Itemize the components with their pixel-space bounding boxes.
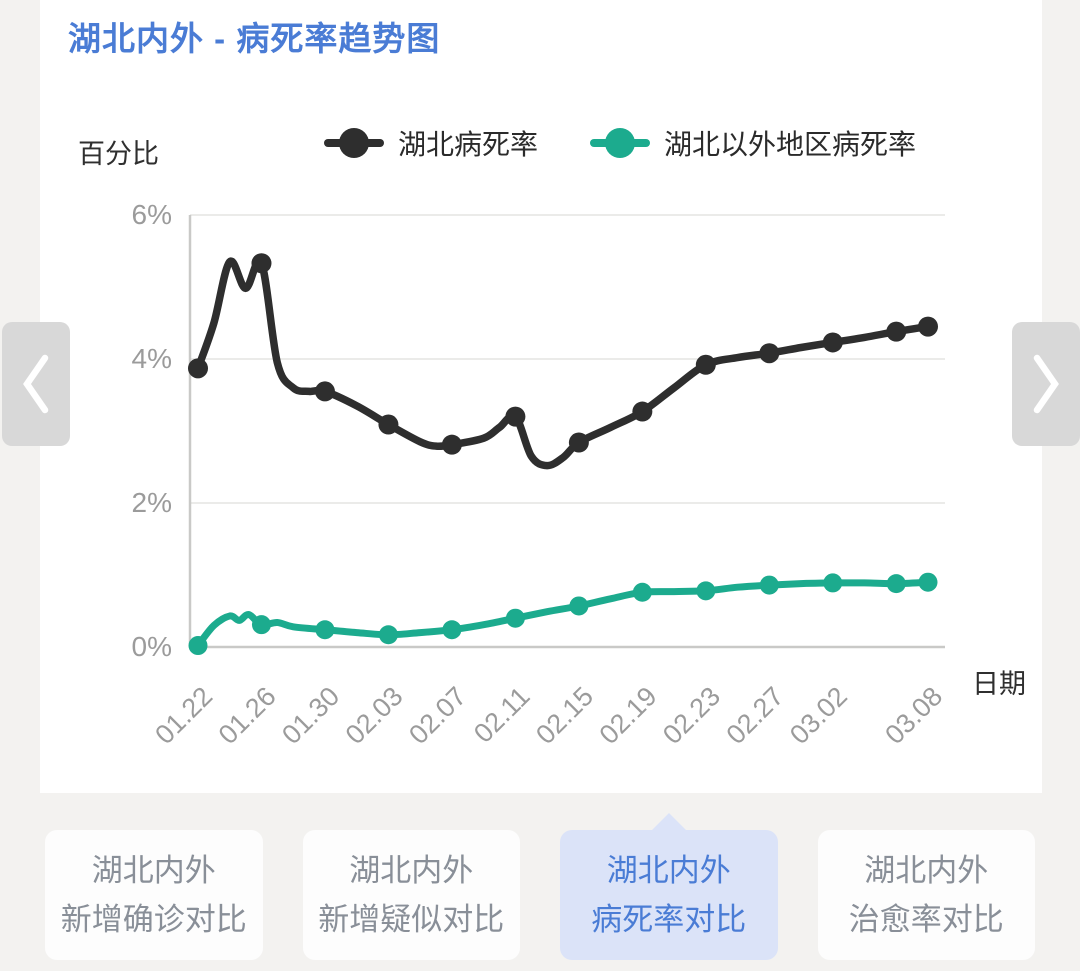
x-tick-label: 03.08 bbox=[879, 681, 948, 750]
data-point[interactable] bbox=[442, 620, 462, 640]
data-point[interactable] bbox=[251, 253, 272, 274]
tab-label-line2: 治愈率对比 bbox=[848, 902, 1004, 937]
x-tick-label: 02.11 bbox=[468, 681, 536, 749]
data-point[interactable] bbox=[314, 381, 335, 402]
tab-label-line1: 湖北内外 bbox=[864, 853, 989, 888]
data-point[interactable] bbox=[378, 625, 398, 645]
chevron-left-icon bbox=[23, 354, 49, 414]
tab-label-line1: 湖北内外 bbox=[606, 853, 731, 888]
x-axis-title: 日期 bbox=[972, 669, 1026, 699]
data-point[interactable] bbox=[505, 608, 525, 628]
data-point[interactable] bbox=[251, 615, 271, 635]
selected-tab-notch-icon bbox=[650, 813, 687, 831]
tab-label-line2: 病死率对比 bbox=[591, 902, 747, 937]
data-point[interactable] bbox=[696, 581, 716, 601]
chart-card bbox=[40, 0, 1042, 793]
data-point[interactable] bbox=[759, 343, 780, 364]
chart-tab-bar: 湖北内外 新增确诊对比 湖北内外 新增疑似对比 湖北内外 病死率对比 湖北内外 治愈率对比 bbox=[45, 813, 1035, 960]
data-point[interactable] bbox=[505, 406, 526, 427]
chevron-right-icon bbox=[1033, 354, 1059, 414]
x-tick-label: 01.22 bbox=[149, 681, 218, 750]
x-tick-label: 02.07 bbox=[403, 681, 472, 750]
tab-label-line1: 湖北内外 bbox=[91, 853, 216, 888]
data-point[interactable] bbox=[822, 332, 843, 353]
legend-item-1[interactable]: 湖北以外地区病死率 bbox=[590, 123, 916, 163]
data-point[interactable] bbox=[188, 636, 208, 656]
data-point[interactable] bbox=[918, 572, 938, 592]
y-tick-label: 4% bbox=[132, 343, 172, 374]
y-tick-label: 2% bbox=[132, 487, 172, 518]
data-point[interactable] bbox=[918, 316, 938, 337]
chart-legend: 湖北病死率 湖北以外地区病死率 bbox=[240, 120, 1000, 166]
x-tick-label: 01.26 bbox=[213, 681, 282, 750]
data-point[interactable] bbox=[695, 354, 716, 375]
x-tick-label: 02.03 bbox=[340, 681, 409, 750]
legend-label: 湖北以外地区病死率 bbox=[664, 129, 917, 160]
legend-label: 湖北病死率 bbox=[397, 129, 538, 160]
x-tick-label: 03.02 bbox=[784, 681, 853, 750]
x-tick-label: 02.19 bbox=[594, 681, 663, 750]
y-tick-label: 6% bbox=[132, 199, 172, 230]
x-tick-label: 01.30 bbox=[276, 681, 345, 750]
data-point[interactable] bbox=[188, 358, 208, 379]
data-point[interactable] bbox=[759, 575, 779, 595]
x-tick-label: 02.23 bbox=[657, 681, 726, 750]
tab-label-line2: 新增疑似对比 bbox=[318, 902, 505, 937]
x-tick-label: 02.27 bbox=[721, 681, 790, 750]
data-point[interactable] bbox=[823, 573, 843, 593]
data-point[interactable] bbox=[378, 414, 399, 435]
x-tick-label: 02.15 bbox=[530, 681, 599, 750]
data-point[interactable] bbox=[441, 434, 462, 455]
data-point[interactable] bbox=[886, 321, 907, 342]
page-title: 湖北内外 - 病死率趋势图 bbox=[68, 20, 441, 57]
carousel-prev-button[interactable] bbox=[2, 322, 70, 446]
data-point[interactable] bbox=[569, 596, 589, 616]
data-point[interactable] bbox=[886, 574, 906, 594]
data-point[interactable] bbox=[315, 620, 335, 640]
tab-病死率对比[interactable]: 湖北内外 病死率对比 bbox=[560, 813, 778, 960]
tab-新增确诊对比[interactable]: 湖北内外新增确诊对比 bbox=[45, 830, 263, 960]
carousel-next-button[interactable] bbox=[1012, 322, 1080, 446]
tab-label-line2: 新增确诊对比 bbox=[60, 902, 247, 937]
data-point[interactable] bbox=[568, 432, 589, 453]
tab-治愈率对比[interactable]: 湖北内外 治愈率对比 bbox=[817, 830, 1035, 960]
series-line-0 bbox=[194, 257, 932, 470]
legend-line-dot-icon bbox=[590, 128, 650, 158]
data-point[interactable] bbox=[632, 582, 652, 602]
series-line-1 bbox=[194, 578, 932, 650]
y-axis-title: 百分比 bbox=[78, 139, 159, 169]
data-point[interactable] bbox=[632, 401, 653, 422]
tab-label-line1: 湖北内外 bbox=[349, 853, 474, 888]
legend-line-dot-icon bbox=[323, 128, 384, 158]
y-tick-label: 0% bbox=[132, 631, 172, 662]
legend-item-0[interactable]: 湖北病死率 bbox=[323, 123, 538, 163]
tab-新增疑似对比[interactable]: 湖北内外新增疑似对比 bbox=[302, 830, 520, 960]
